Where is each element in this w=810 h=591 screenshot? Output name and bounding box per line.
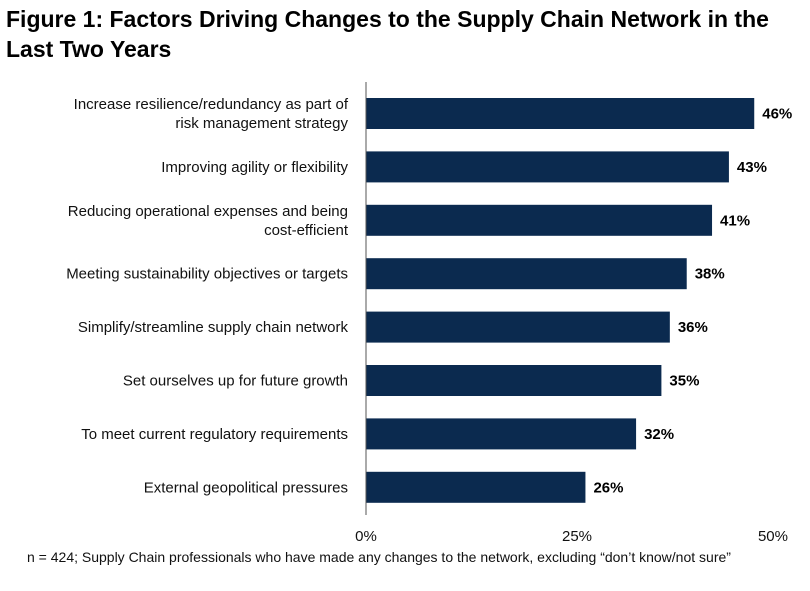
category-label-line: cost-efficient: [264, 222, 349, 239]
bar: [366, 151, 729, 183]
bar: [366, 204, 713, 236]
category-label-line: External geopolitical pressures: [144, 479, 348, 496]
chart-title: Figure 1: Factors Driving Changes to the…: [6, 6, 769, 62]
bar: [366, 418, 637, 450]
x-tick-label: 25%: [562, 528, 592, 545]
category-label-line: To meet current regulatory requirements: [81, 426, 348, 443]
category-label-line: Improving agility or flexibility: [161, 159, 348, 176]
bar-value-label: 35%: [669, 373, 699, 390]
category-labels-layer: Increase resilience/redundancy as part o…: [66, 96, 349, 496]
bar-value-label: 32%: [644, 426, 674, 443]
category-label: External geopolitical pressures: [144, 479, 348, 496]
category-label: To meet current regulatory requirements: [81, 426, 348, 443]
value-labels-layer: 46% 43% 41% 38% 36% 35% 32% 26%: [593, 106, 792, 497]
bar: [366, 471, 586, 503]
category-label: Increase resilience/redundancy as part o…: [74, 96, 349, 132]
category-label-line: Simplify/streamline supply chain network: [78, 319, 349, 336]
category-label-line: Increase resilience/redundancy as part o…: [74, 96, 349, 113]
tick-labels-layer: 0% 25% 50%: [355, 528, 788, 545]
bar: [366, 365, 662, 396]
bar-value-label: 43%: [737, 159, 767, 176]
category-label-line: Meeting sustainability objectives or tar…: [66, 266, 348, 283]
bar-value-label: 36%: [678, 319, 708, 336]
category-label-line: risk management strategy: [175, 115, 348, 132]
category-label: Set ourselves up for future growth: [123, 373, 348, 390]
bar-value-label: 41%: [720, 212, 750, 229]
bar: [366, 98, 755, 129]
bars-layer: [366, 98, 755, 503]
category-label: Simplify/streamline supply chain network: [78, 319, 349, 336]
bar: [366, 258, 687, 290]
category-label-line: Set ourselves up for future growth: [123, 373, 348, 390]
x-tick-label: 50%: [758, 528, 788, 545]
category-label: Improving agility or flexibility: [161, 159, 348, 176]
category-label: Reducing operational expenses and being c…: [68, 203, 349, 239]
bar: [366, 311, 670, 343]
bar-value-label: 46%: [762, 106, 792, 123]
category-label: Meeting sustainability objectives or tar…: [66, 266, 348, 283]
category-label-line: Reducing operational expenses and being: [68, 203, 348, 220]
bar-value-label: 38%: [695, 266, 725, 283]
footnote: n = 424; Supply Chain professionals who …: [27, 549, 731, 565]
x-tick-label: 0%: [355, 528, 377, 545]
bar-value-label: 26%: [593, 479, 623, 496]
